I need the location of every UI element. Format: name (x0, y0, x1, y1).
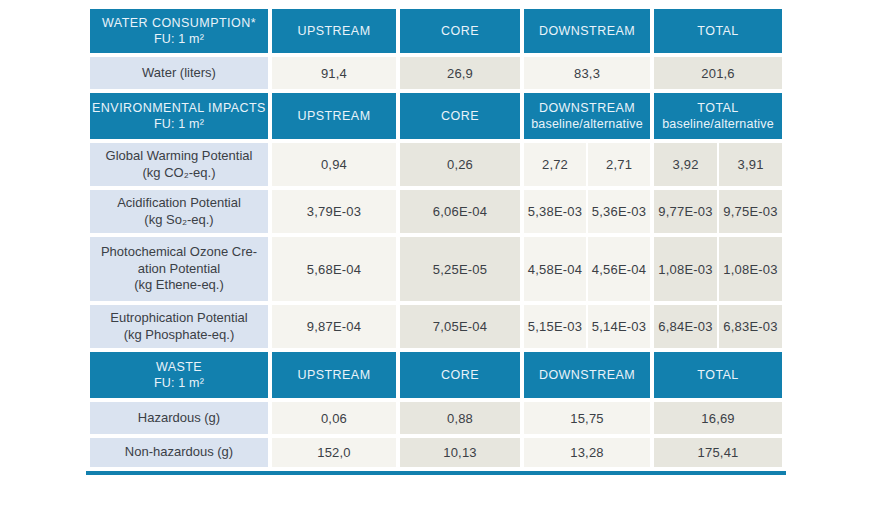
label-line-1: Photochemical Ozone Cre- (90, 244, 268, 261)
value-cell-downstream-alternative: 4,56E-04 (587, 235, 652, 303)
table-row-photochemical-ozone: Photochemical Ozone Cre- ation Potential… (88, 235, 784, 303)
lca-results-table: WATER CONSUMPTION* FU: 1 m² UPSTREAM COR… (86, 5, 786, 471)
column-header-downstream: DOWNSTREAM (522, 7, 652, 55)
cut-off-next-section-row (86, 471, 786, 475)
section-header-row-impacts: ENVIRONMENTAL IMPACTS FU: 1 m² UPSTREAM … (88, 91, 784, 141)
column-header-total: TOTAL (652, 350, 784, 400)
column-header-total: TOTAL (652, 7, 784, 55)
functional-unit: FU: 1 m² (90, 117, 268, 131)
value-cell-total: 201,6 (652, 55, 784, 91)
lca-table-page: WATER CONSUMPTION* FU: 1 m² UPSTREAM COR… (0, 0, 872, 509)
column-header-core: CORE (398, 91, 522, 141)
value-cell-total-alternative: 6,83E-03 (718, 303, 784, 350)
label-line-2: (kg So₂-eq.) (90, 212, 268, 229)
label-line-2: ation Potential (90, 261, 268, 278)
column-header-upstream: UPSTREAM (270, 91, 398, 141)
value-cell-core: 26,9 (398, 55, 522, 91)
row-label: Hazardous (g) (88, 400, 270, 436)
value-cell-downstream-baseline: 5,38E-03 (522, 188, 587, 235)
label-line-1: Global Warming Potential (90, 148, 268, 165)
value-cell-total-baseline: 1,08E-03 (652, 235, 718, 303)
value-cell-total-alternative: 3,91 (718, 141, 784, 188)
value-cell-downstream: 15,75 (522, 400, 652, 436)
value-cell-core: 7,05E-04 (398, 303, 522, 350)
section-title-cell-water: WATER CONSUMPTION* FU: 1 m² (88, 7, 270, 55)
label-line-1: Eutrophication Potential (90, 310, 268, 327)
value-cell-upstream: 91,4 (270, 55, 398, 91)
table-row-eutrophication: Eutrophication Potential (kg Phosphate-e… (88, 303, 784, 350)
value-cell-total-baseline: 3,92 (652, 141, 718, 188)
table-row-acidification: Acidification Potential (kg So₂-eq.) 3,7… (88, 188, 784, 235)
section-header-row-waste: WASTE FU: 1 m² UPSTREAM CORE DOWNSTREAM … (88, 350, 784, 400)
value-cell-core: 0,26 (398, 141, 522, 188)
column-subtitle: baseline/alternative (524, 117, 650, 131)
section-title: WASTE (90, 360, 268, 374)
column-header-total: TOTAL baseline/alternative (652, 91, 784, 141)
column-subtitle: baseline/alternative (654, 117, 782, 131)
column-header-core: CORE (398, 7, 522, 55)
value-cell-core: 0,88 (398, 400, 522, 436)
value-cell-total: 175,41 (652, 436, 784, 469)
label-line-3: (kg Ethene-eq.) (90, 277, 268, 294)
functional-unit: FU: 1 m² (90, 32, 268, 46)
value-cell-total: 16,69 (652, 400, 784, 436)
value-cell-upstream: 0,06 (270, 400, 398, 436)
column-title: DOWNSTREAM (524, 101, 650, 115)
value-cell-upstream: 9,87E-04 (270, 303, 398, 350)
value-cell-downstream-baseline: 5,15E-03 (522, 303, 587, 350)
table-row-global-warming: Global Warming Potential (kg CO₂-eq.) 0,… (88, 141, 784, 188)
label-line-1: Acidification Potential (90, 195, 268, 212)
table-row-hazardous: Hazardous (g) 0,06 0,88 15,75 16,69 (88, 400, 784, 436)
value-cell-core: 5,25E-05 (398, 235, 522, 303)
value-cell-downstream: 83,3 (522, 55, 652, 91)
table-row-non-hazardous: Non-hazardous (g) 152,0 10,13 13,28 175,… (88, 436, 784, 469)
row-label: Water (liters) (88, 55, 270, 91)
value-cell-downstream-baseline: 4,58E-04 (522, 235, 587, 303)
row-label: Global Warming Potential (kg CO₂-eq.) (88, 141, 270, 188)
column-header-upstream: UPSTREAM (270, 7, 398, 55)
value-cell-total-alternative: 9,75E-03 (718, 188, 784, 235)
value-cell-downstream-baseline: 2,72 (522, 141, 587, 188)
value-cell-downstream-alternative: 5,14E-03 (587, 303, 652, 350)
row-label: Photochemical Ozone Cre- ation Potential… (88, 235, 270, 303)
value-cell-upstream: 3,79E-03 (270, 188, 398, 235)
column-header-core: CORE (398, 350, 522, 400)
section-header-row-water: WATER CONSUMPTION* FU: 1 m² UPSTREAM COR… (88, 7, 784, 55)
value-cell-downstream: 13,28 (522, 436, 652, 469)
value-cell-upstream: 152,0 (270, 436, 398, 469)
column-title: TOTAL (654, 101, 782, 115)
section-title: WATER CONSUMPTION* (90, 16, 268, 30)
label-line-2: (kg CO₂-eq.) (90, 165, 268, 182)
label-line-2: (kg Phosphate-eq.) (90, 327, 268, 344)
table-row-water: Water (liters) 91,4 26,9 83,3 201,6 (88, 55, 784, 91)
section-title-cell-waste: WASTE FU: 1 m² (88, 350, 270, 400)
value-cell-total-baseline: 9,77E-03 (652, 188, 718, 235)
value-cell-total-baseline: 6,84E-03 (652, 303, 718, 350)
section-title-cell-impacts: ENVIRONMENTAL IMPACTS FU: 1 m² (88, 91, 270, 141)
value-cell-downstream-alternative: 5,36E-03 (587, 188, 652, 235)
value-cell-downstream-alternative: 2,71 (587, 141, 652, 188)
row-label: Eutrophication Potential (kg Phosphate-e… (88, 303, 270, 350)
column-header-upstream: UPSTREAM (270, 350, 398, 400)
section-title: ENVIRONMENTAL IMPACTS (90, 101, 268, 115)
value-cell-core: 6,06E-04 (398, 188, 522, 235)
value-cell-upstream: 5,68E-04 (270, 235, 398, 303)
column-header-downstream: DOWNSTREAM baseline/alternative (522, 91, 652, 141)
column-header-downstream: DOWNSTREAM (522, 350, 652, 400)
value-cell-total-alternative: 1,08E-03 (718, 235, 784, 303)
functional-unit: FU: 1 m² (90, 376, 268, 390)
value-cell-core: 10,13 (398, 436, 522, 469)
value-cell-upstream: 0,94 (270, 141, 398, 188)
row-label: Acidification Potential (kg So₂-eq.) (88, 188, 270, 235)
row-label: Non-hazardous (g) (88, 436, 270, 469)
